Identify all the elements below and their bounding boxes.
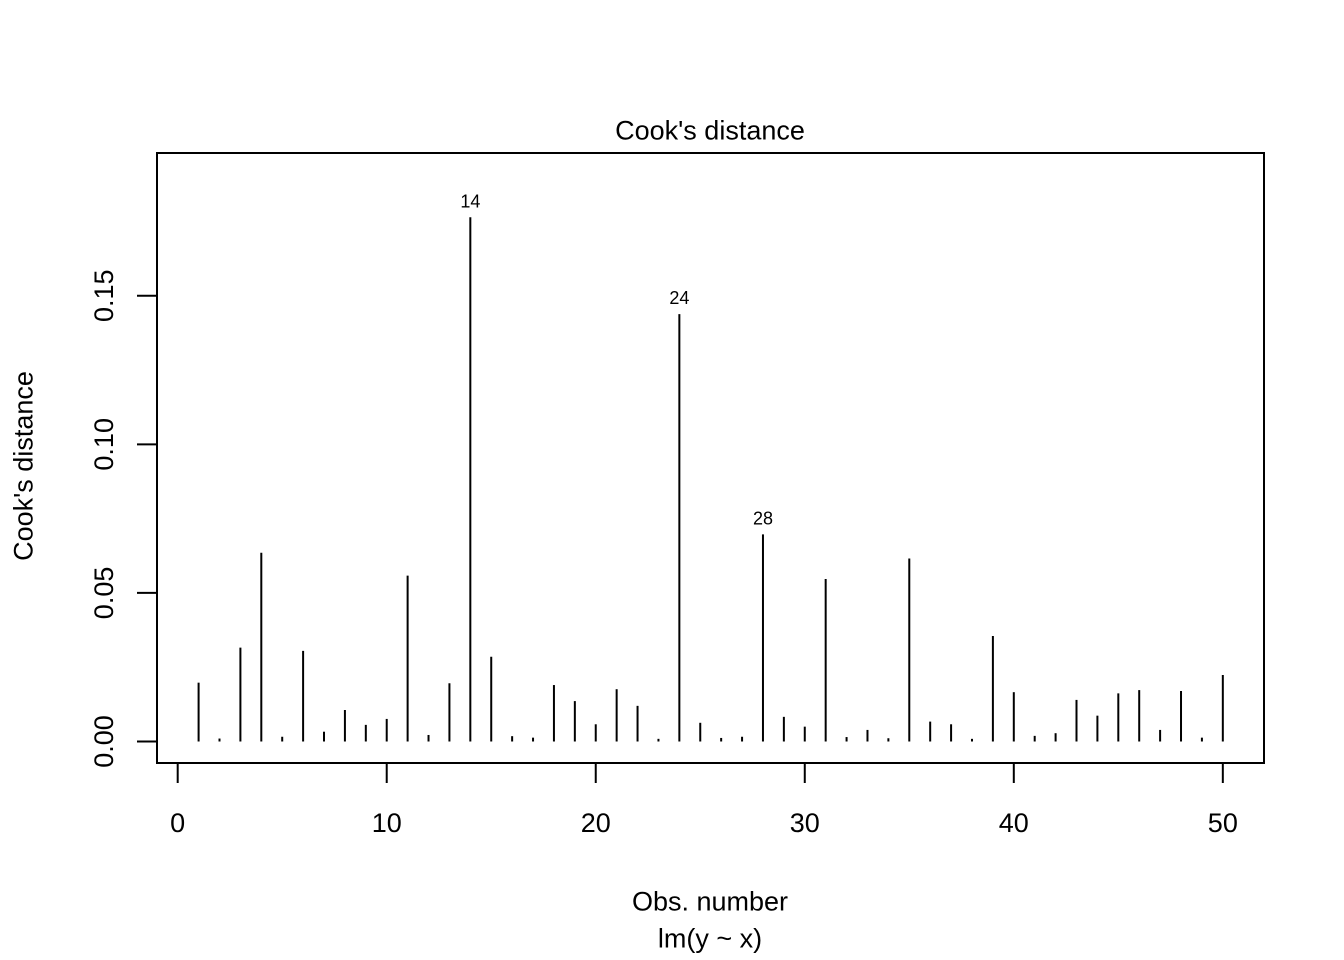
point-label-28: 28 <box>753 508 773 528</box>
x-axis-tick-label: 30 <box>790 808 820 838</box>
x-axis-label: Obs. number <box>631 886 789 917</box>
y-axis-tick-label: 0.10 <box>89 418 119 471</box>
point-label-24: 24 <box>669 288 689 308</box>
y-axis-tick-label: 0.15 <box>89 269 119 322</box>
y-axis-tick-label: 0.05 <box>89 567 119 620</box>
y-axis-label: Cook's distance <box>8 371 39 561</box>
x-axis-tick-label: 10 <box>372 808 402 838</box>
x-axis-tick-label: 50 <box>1208 808 1238 838</box>
x-axis-sublabel-model-formula: lm(y ~ x) <box>657 923 763 954</box>
point-label-14: 14 <box>460 191 480 211</box>
x-axis-tick-label: 40 <box>999 808 1029 838</box>
chart-title: Cook's distance <box>615 115 805 146</box>
plot-border-box <box>156 152 1265 764</box>
x-axis-tick-label: 0 <box>170 808 185 838</box>
y-axis-tick-label: 0.00 <box>89 715 119 768</box>
x-axis-tick-label: 20 <box>581 808 611 838</box>
